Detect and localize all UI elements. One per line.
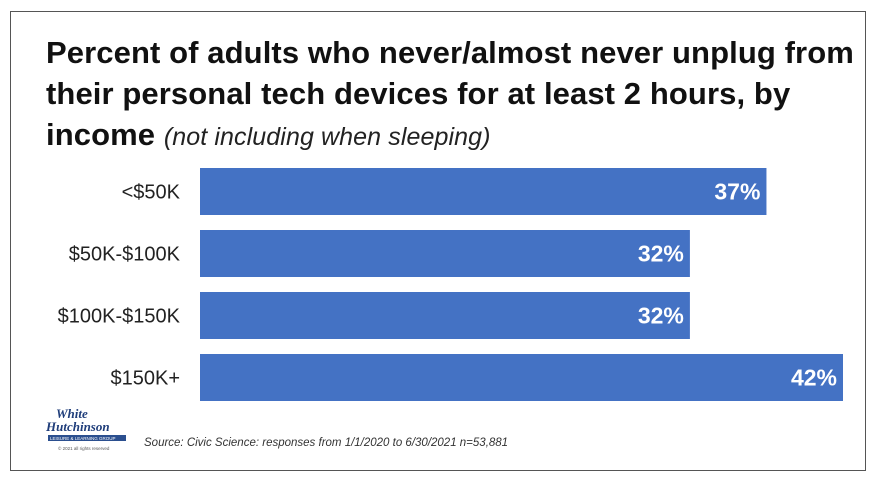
bar-0 <box>200 168 767 215</box>
bar-3 <box>200 354 843 401</box>
logo-tagline: LEISURE & LEARNING GROUP <box>50 436 116 441</box>
value-label-2: 32% <box>638 303 684 329</box>
logo-text-line1: White <box>56 406 88 421</box>
category-label-1: $50K-$100K <box>69 244 181 266</box>
chart-title-note: (not including when sleeping) <box>163 123 491 151</box>
bar-2 <box>200 292 690 339</box>
bar-1 <box>200 230 690 277</box>
chart-title-main: Percent of adults who never/almost never… <box>46 35 854 152</box>
category-label-2: $100K-$150K <box>58 306 181 328</box>
category-label-3: $150K+ <box>110 368 180 390</box>
category-label-0: <$50K <box>122 182 181 204</box>
source-note: Source: Civic Science: responses from 1/… <box>144 437 509 449</box>
logo-tagline-band <box>48 435 126 441</box>
chart-title: Percent of adults who never/almost never… <box>46 32 856 158</box>
value-label-1: 32% <box>638 241 684 267</box>
value-label-3: 42% <box>791 365 837 391</box>
white-hutchinson-logo: White Hutchinson LEISURE & LEARNING GROU… <box>45 406 126 451</box>
logo-copyright: © 2021 all rights reserved <box>58 445 110 451</box>
value-label-0: 37% <box>714 179 760 205</box>
logo-text-line2: Hutchinson <box>45 419 110 434</box>
